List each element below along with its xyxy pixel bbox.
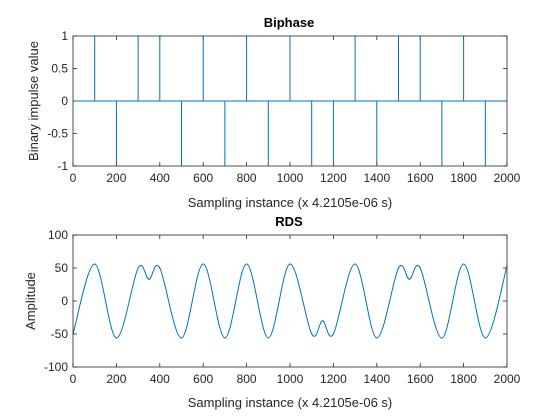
rds-ylabel: Amplitude (23, 272, 38, 330)
biphase-xtick-label: 400 (150, 171, 170, 185)
biphase-xlabel: Sampling instance (x 4.2105e-06 s) (188, 195, 393, 210)
biphase-xtick-label: 1000 (277, 171, 304, 185)
rds-data-point (408, 278, 410, 280)
rds-data-point (397, 267, 400, 269)
rds-axes: RDS 0 200 400 600 800 1000 1200 1400 1600 1800 200… (23, 214, 521, 410)
rds-data-point (332, 333, 334, 335)
rds-data-point (137, 267, 139, 269)
rds-data-point (419, 267, 421, 269)
rds-xtick-label: 1000 (277, 372, 304, 386)
rds-xtick-label: 2000 (494, 372, 521, 386)
biphase-title: Biphase (264, 15, 315, 30)
rds-data-point (224, 337, 226, 339)
biphase-xtick-label: 0 (70, 171, 77, 185)
biphase-xtick-label: 600 (193, 171, 213, 185)
rds-xtick-label: 1200 (320, 372, 347, 386)
rds-xtick-label: 200 (106, 372, 126, 386)
rds-ytick-label: 0 (61, 294, 68, 308)
rds-data-point (354, 263, 356, 265)
rds-data-point (115, 337, 117, 339)
rds-plot-frame (72, 234, 508, 368)
biphase-axes: Biphase 0 200 400 600 800 1000 1200 1400 1600 180… (26, 15, 521, 210)
rds-xlabel: Sampling instance (x 4.2105e-06 s) (188, 395, 393, 410)
rds-data-point (289, 263, 291, 265)
rds-ytick-label: -50 (51, 327, 69, 341)
rds-data-point (267, 337, 269, 339)
biphase-xtick-label: 1200 (320, 171, 347, 185)
rds-data-point (180, 337, 183, 339)
rds-data-point (441, 337, 443, 339)
biphase-ylabel: Binary impulse value (26, 41, 41, 161)
rds-data-point (376, 337, 378, 339)
rds-xtick-label: 1600 (407, 372, 434, 386)
biphase-xtick-label: 200 (106, 171, 126, 185)
rds-ytick-label: 100 (48, 228, 68, 242)
rds-ytick-label: 50 (55, 261, 69, 275)
biphase-xtick-label: 1600 (407, 171, 434, 185)
rds-data-point (202, 263, 204, 265)
biphase-ytick-label: 0.5 (51, 62, 68, 76)
rds-data-point (159, 267, 161, 269)
biphase-ytick-label: -0.5 (47, 127, 68, 141)
rds-data-point (321, 320, 324, 322)
rds-data-point (311, 333, 313, 335)
biphase-plot-frame (72, 35, 508, 167)
biphase-ytick-label: 1 (61, 29, 68, 43)
rds-series-line (72, 263, 508, 339)
rds-xtick-label: 400 (150, 372, 170, 386)
rds-data-point (484, 337, 486, 339)
rds-data-point (246, 263, 248, 265)
biphase-ytick-label: 0 (61, 94, 68, 108)
rds-data-point (148, 278, 150, 280)
biphase-ytick-label: -1 (57, 159, 68, 173)
biphase-xtick-label: 2000 (494, 171, 521, 185)
biphase-xtick-label: 1400 (363, 171, 390, 185)
rds-title: RDS (275, 214, 303, 229)
biphase-xtick-label: 800 (237, 171, 257, 185)
rds-xtick-label: 1400 (363, 372, 390, 386)
rds-ytick-label: -100 (44, 360, 68, 374)
rds-xtick-label: 800 (237, 372, 257, 386)
rds-data-point (94, 263, 96, 265)
rds-xtick-label: 600 (193, 372, 213, 386)
biphase-xtick-label: 1800 (450, 171, 477, 185)
rds-xtick-label: 0 (70, 372, 77, 386)
rds-data-point (463, 263, 465, 265)
rds-xtick-label: 1800 (450, 372, 477, 386)
